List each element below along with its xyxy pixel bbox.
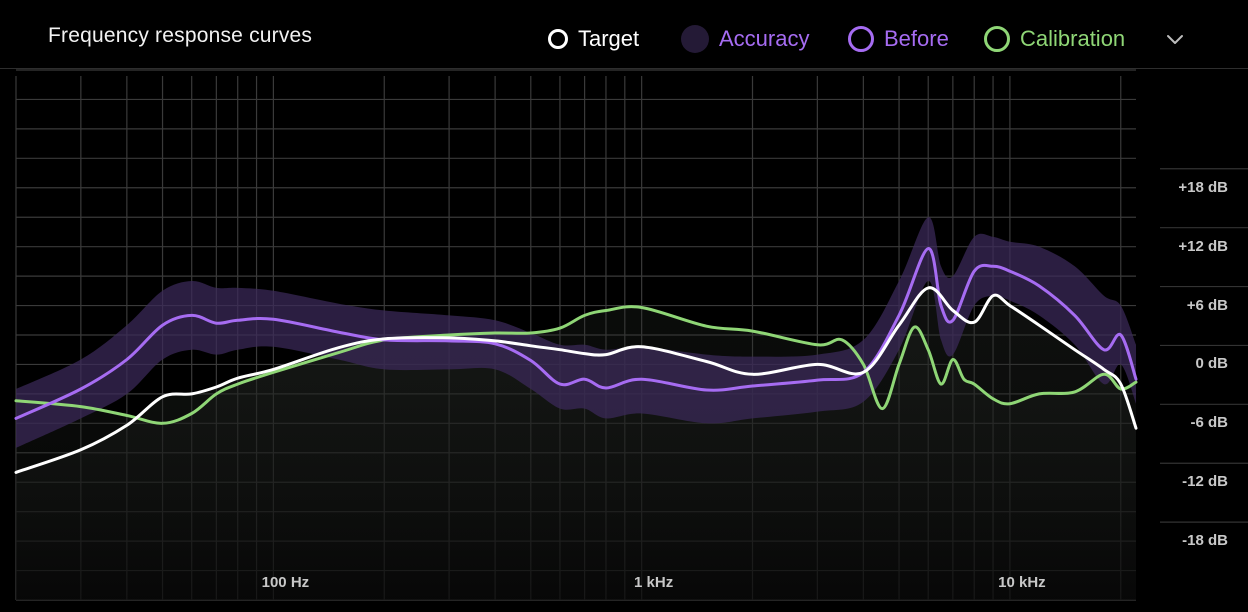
panel-header: Frequency response curves Target Accurac… [0,0,1248,69]
legend-label-target: Target [578,26,640,51]
accuracy-dot-icon [681,25,709,53]
x-tick-label: 100 Hz [261,574,310,591]
panel-title: Frequency response curves [48,24,313,47]
series-lines [14,247,1138,474]
legend-label-calibration: Calibration [1020,26,1126,51]
y-tick-label: -18 dB [1182,532,1228,550]
y-tick-label: -6 dB [1190,414,1229,432]
frequency-chart [14,69,1248,601]
legend-item-before[interactable]: Before [848,22,949,56]
legend-item-calibration[interactable]: Calibration [984,22,1125,56]
legend-item-accuracy[interactable]: Accuracy [681,22,809,56]
calibration-ring-icon [984,26,1010,52]
chevron-down-icon[interactable] [1164,30,1186,48]
y-tick-label: +18 dB [1178,178,1228,196]
target-ring-icon [548,29,568,49]
series-line-target [14,286,1138,474]
accuracy-band-layer [16,217,1136,448]
x-tick-label: 10 kHz [998,574,1046,591]
legend-label-accuracy: Accuracy [719,26,810,51]
series-line-before [14,247,1138,420]
y-tick-label: 0 dB [1195,355,1228,373]
y-tick-label: +6 dB [1186,296,1228,314]
legend-item-target[interactable]: Target [548,22,639,56]
series-line-calibration [14,305,1138,425]
legend-label-before: Before [884,26,949,51]
before-ring-icon [848,26,874,52]
y-tick-label: +12 dB [1178,237,1228,255]
x-tick-label: 1 kHz [634,574,674,591]
accuracy-band [16,217,1136,448]
y-tick-label: -12 dB [1182,473,1228,491]
